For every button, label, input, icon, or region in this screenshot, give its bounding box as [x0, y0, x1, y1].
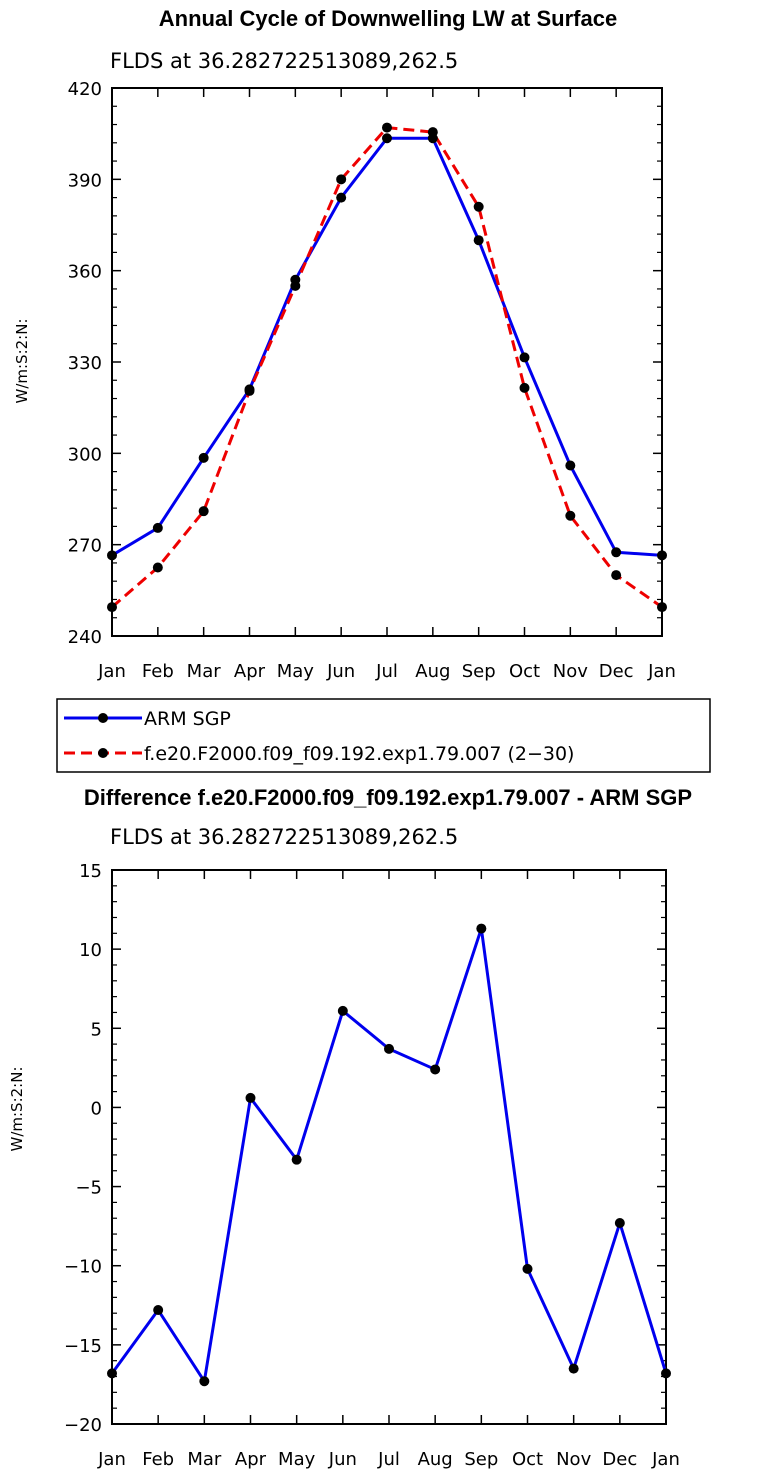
- chart2-series-0-point: [614, 1217, 625, 1228]
- chart1-series-0-point: [565, 460, 576, 471]
- chart1-series-1-point: [565, 510, 576, 521]
- chart1-title: Annual Cycle of Downwelling LW at Surfac…: [159, 6, 617, 31]
- chart1-series-1-point: [427, 127, 438, 138]
- chart1-xtick-label: Aug: [415, 661, 450, 682]
- chart2-subtitle: FLDS at 36.282722513089,262.5: [110, 825, 458, 849]
- chart2-xtick-label: Mar: [187, 1449, 222, 1470]
- chart1-plot: 240 270 300 330 360 390 420 Jan Feb Mar Apr May Jun J…: [68, 79, 676, 682]
- chart1-xtick-label: Oct: [509, 661, 540, 682]
- chart2-series-0-point: [199, 1376, 210, 1387]
- chart1-series-1-point: [657, 602, 667, 613]
- chart2-ytick-label: −10: [64, 1257, 102, 1278]
- legend: ARM SGP f.e20.F2000.f09_f09.192.exp1.79.…: [56, 698, 711, 773]
- chart1-xtick-label: Apr: [234, 661, 266, 682]
- chart2-y-axis-label: W/m:S:2:N:: [8, 1067, 26, 1152]
- chart2-xtick-label: Jun: [328, 1449, 357, 1470]
- chart1-series-0-point: [611, 547, 622, 558]
- chart1-ytick-label: 270: [68, 536, 102, 557]
- chart1-xtick-label: Mar: [187, 661, 222, 682]
- chart1-ytick-label: 390: [68, 170, 102, 191]
- chart1-xtick-label: Jul: [375, 661, 398, 682]
- chart2-series-0-point: [337, 1005, 348, 1016]
- chart1-ytick-label: 360: [68, 262, 102, 283]
- chart2-xtick-label: Dec: [602, 1449, 637, 1470]
- chart2-xtick-label: Feb: [142, 1449, 174, 1470]
- chart1-series-0-point: [473, 235, 484, 246]
- chart1-series-1-point: [244, 385, 255, 396]
- chart2-series-0-point: [153, 1305, 164, 1316]
- chart1-series-0-point: [152, 522, 163, 533]
- chart2-xtick-label: Nov: [556, 1449, 591, 1470]
- chart1-xtick-label: Jan: [647, 661, 676, 682]
- chart1-series-0-point: [382, 133, 392, 144]
- chart1-series-0-point: [336, 192, 347, 203]
- chart1-ytick-label: 420: [68, 79, 102, 100]
- chart2-xtick-label: Jul: [377, 1449, 400, 1470]
- chart1-series-1-point: [198, 506, 209, 517]
- chart1-xtick-label: Jun: [326, 661, 355, 682]
- chart2-series-0-point: [522, 1263, 533, 1274]
- chart2-series-0-line: [110, 927, 668, 1383]
- chart1-series-1-point: [290, 280, 301, 291]
- chart1-series-1-point: [382, 122, 392, 133]
- chart1-ytick-label: 300: [68, 444, 102, 465]
- chart1-series-1-point: [107, 602, 117, 613]
- chart2-xtick-label: Sep: [464, 1449, 498, 1470]
- legend-marker-arm-sgp: [98, 713, 108, 723]
- chart1-series-0-point: [519, 352, 530, 363]
- chart1-ytick-label: 330: [68, 353, 102, 374]
- chart1-subtitle: FLDS at 36.282722513089,262.5: [110, 49, 458, 73]
- chart2-ytick-label: −15: [64, 1336, 102, 1357]
- chart2-xtick-label: Jan: [97, 1449, 126, 1470]
- chart1-series-1-point: [519, 382, 530, 393]
- chart2-series-0-point: [245, 1092, 256, 1103]
- chart1-xtick-label: Dec: [599, 661, 634, 682]
- chart2-series-0-point: [384, 1043, 394, 1054]
- chart2-title: Difference f.e20.F2000.f09_f09.192.exp1.…: [84, 785, 692, 810]
- chart1-series-1-point: [473, 201, 484, 212]
- chart2-series-0-point: [291, 1154, 302, 1165]
- chart1-series-1-line: [111, 126, 663, 609]
- chart2-ytick-label: −5: [75, 1178, 102, 1199]
- chart2-ytick-label: −20: [64, 1415, 102, 1436]
- legend-label-model: f.e20.F2000.f09_f09.192.exp1.79.007 (2−3…: [144, 743, 574, 765]
- chart2-xtick-label: Oct: [512, 1449, 543, 1470]
- chart2-xtick-label: Jan: [651, 1449, 680, 1470]
- chart2-plot: −20 −15 −10 −5 0 5 10 15 Jan Feb Mar Apr May Jun Jul Au…: [64, 861, 680, 1470]
- legend-marker-model: [98, 748, 108, 758]
- chart2-ytick-label: 0: [91, 1098, 102, 1119]
- chart2-series-0-point: [430, 1064, 441, 1075]
- chart1-series-0-point: [107, 550, 117, 561]
- chart2-series-0-point: [476, 923, 487, 934]
- chart2-ytick-label: 5: [91, 1019, 102, 1040]
- chart1-frame: [111, 87, 663, 637]
- chart1-y-axis-label: W/m:S:2:N:: [13, 319, 31, 404]
- chart2-series-0-point: [661, 1368, 671, 1379]
- chart2-ytick-label: 10: [79, 940, 102, 961]
- chart1-xtick-label: Nov: [553, 661, 588, 682]
- legend-box: [56, 698, 711, 773]
- chart2-xtick-label: May: [278, 1449, 316, 1470]
- chart2-xtick-label: Aug: [418, 1449, 453, 1470]
- chart2-series-0-point: [568, 1363, 579, 1374]
- chart1-xtick-label: May: [277, 661, 315, 682]
- chart1-series-1-point: [152, 562, 163, 573]
- chart1-series-1-point: [336, 174, 347, 185]
- chart1-series-0-line: [111, 136, 663, 557]
- chart1-xtick-label: Feb: [142, 661, 174, 682]
- chart2-xtick-label: Apr: [235, 1449, 267, 1470]
- chart1-series-0-point: [657, 550, 667, 561]
- chart1-xtick-label: Jan: [97, 661, 126, 682]
- legend-label-arm-sgp: ARM SGP: [144, 708, 231, 730]
- chart1-series-0-point: [198, 452, 209, 463]
- chart2-series-0-point: [107, 1368, 117, 1379]
- chart1-ytick-label: 240: [68, 627, 102, 648]
- chart1-series-1-point: [611, 570, 622, 581]
- chart1-xtick-label: Sep: [462, 661, 496, 682]
- chart2-ytick-label: 15: [79, 861, 102, 882]
